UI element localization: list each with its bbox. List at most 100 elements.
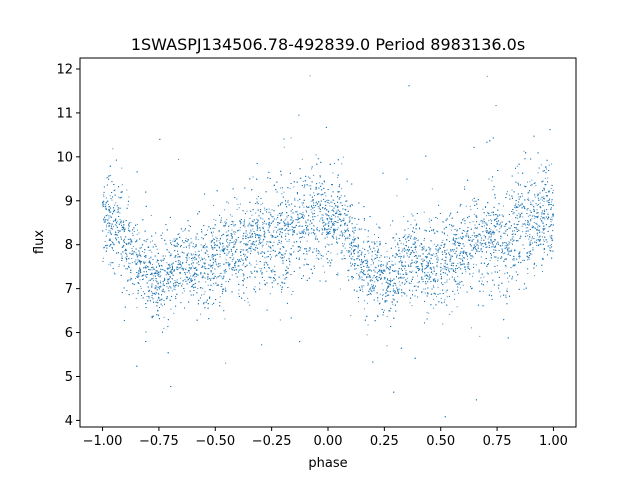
data-point: [270, 250, 272, 252]
data-point: [316, 227, 318, 229]
data-point: [536, 204, 538, 206]
data-point: [324, 271, 326, 273]
data-point: [316, 257, 318, 259]
data-point: [443, 245, 445, 247]
data-point: [501, 214, 503, 216]
data-point: [363, 219, 365, 221]
data-point: [108, 226, 110, 228]
data-point: [527, 197, 529, 199]
data-point: [234, 266, 236, 268]
data-point: [334, 163, 336, 164]
data-point: [109, 215, 111, 217]
data-point: [249, 247, 251, 249]
data-point: [406, 249, 408, 251]
data-point: [366, 241, 368, 243]
data-point: [551, 216, 553, 218]
data-point: [150, 256, 152, 258]
data-point: [481, 280, 483, 282]
data-point: [512, 243, 514, 245]
data-point: [506, 288, 508, 290]
data-point: [174, 280, 176, 282]
data-point: [323, 180, 325, 182]
data-point: [356, 273, 358, 275]
data-point: [417, 285, 419, 287]
data-point: [362, 290, 364, 292]
data-point: [215, 261, 217, 263]
data-point: [509, 250, 511, 252]
data-point: [119, 218, 121, 220]
data-point: [410, 224, 412, 226]
data-point: [536, 234, 538, 236]
data-point: [402, 277, 404, 279]
data-point: [318, 207, 320, 209]
data-point: [370, 293, 372, 295]
data-point: [486, 246, 488, 248]
data-point: [405, 261, 407, 263]
data-point: [368, 240, 370, 242]
data-point: [139, 262, 141, 264]
data-point: [374, 266, 376, 268]
data-point: [525, 227, 527, 229]
data-point: [186, 240, 188, 242]
data-point: [540, 164, 542, 166]
data-point: [346, 237, 348, 239]
data-point: [238, 229, 240, 231]
data-point: [269, 212, 271, 214]
data-point: [174, 289, 176, 291]
data-point: [426, 261, 428, 263]
data-point: [142, 278, 144, 280]
data-point: [202, 287, 204, 289]
data-point: [139, 252, 141, 254]
data-point: [405, 274, 407, 276]
data-point: [473, 239, 475, 241]
data-point: [228, 265, 230, 267]
data-point: [134, 277, 136, 279]
data-point: [145, 241, 147, 243]
data-point: [466, 258, 468, 260]
data-point: [351, 242, 353, 244]
data-point: [497, 260, 499, 262]
data-point: [136, 261, 138, 263]
data-point: [424, 292, 426, 294]
data-point: [251, 214, 253, 216]
data-point: [380, 271, 382, 273]
data-point: [527, 181, 528, 183]
data-point: [238, 259, 240, 261]
data-point: [371, 288, 373, 290]
data-point: [218, 240, 220, 242]
data-point: [390, 278, 392, 280]
data-point: [309, 75, 311, 77]
data-point: [374, 234, 375, 236]
data-point: [470, 237, 472, 239]
data-point: [346, 229, 348, 230]
data-point: [190, 242, 192, 244]
data-point: [445, 226, 447, 228]
data-point: [176, 279, 178, 281]
data-point: [388, 294, 390, 296]
data-point: [166, 262, 168, 264]
data-point: [383, 309, 385, 311]
data-point: [115, 224, 117, 226]
data-point: [361, 276, 363, 278]
data-point: [446, 279, 448, 281]
data-point: [525, 233, 527, 235]
data-point: [344, 235, 346, 237]
data-point: [303, 229, 305, 231]
data-point: [515, 207, 517, 209]
data-point: [167, 268, 169, 270]
data-point: [340, 195, 342, 197]
data-point: [107, 204, 109, 206]
data-point: [386, 295, 388, 297]
data-point: [417, 266, 419, 268]
data-point: [415, 246, 417, 248]
data-point: [187, 279, 189, 281]
data-point: [516, 214, 518, 216]
data-point: [305, 232, 307, 234]
data-point: [531, 204, 533, 206]
data-point: [435, 296, 437, 298]
data-point: [191, 241, 193, 243]
data-point: [194, 276, 196, 278]
data-point: [452, 268, 454, 270]
data-point: [448, 215, 450, 217]
data-point: [373, 261, 375, 263]
